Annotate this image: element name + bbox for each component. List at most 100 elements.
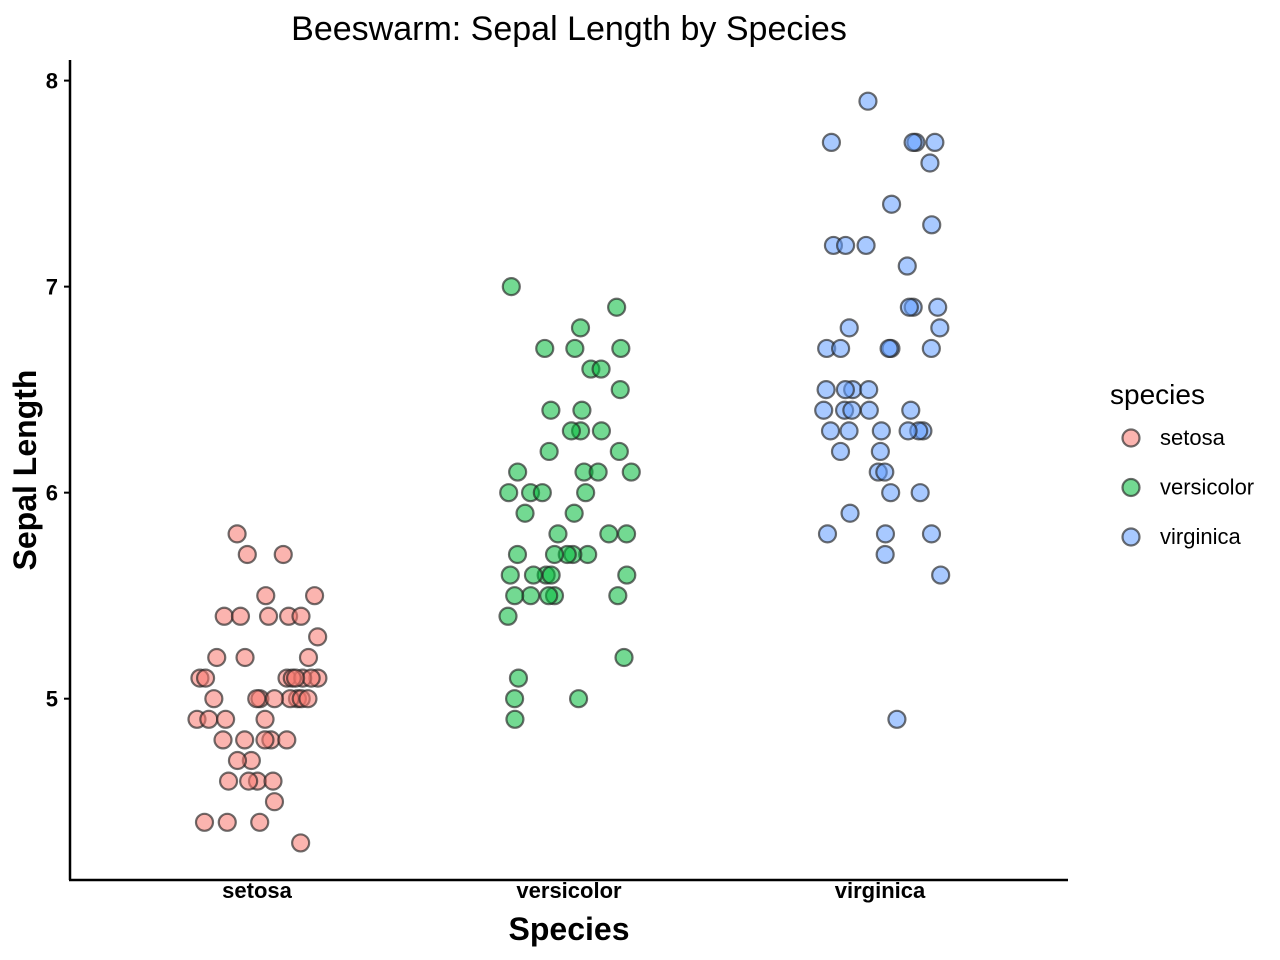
data-point-virginica [887,709,907,729]
data-point-setosa [308,627,328,647]
data-point-virginica [858,91,878,111]
x-ticks: setosa versicolor virginica [222,878,926,903]
data-point-virginica [842,400,862,420]
data-point-virginica [922,215,942,235]
data-point-versicolor [614,647,634,668]
data-point-setosa [291,833,311,853]
data-point-setosa [255,730,275,750]
data-point-virginica [870,441,890,462]
y-tick-label: 7 [46,275,58,300]
data-point-virginica [930,318,950,338]
data-point-versicolor [599,524,619,544]
data-point-virginica [928,297,948,317]
data-point-virginica [817,524,838,544]
data-point-versicolor [535,338,555,359]
data-point-virginica [816,380,836,400]
y-tick-label: 5 [46,687,58,712]
legend-title: species [1110,379,1205,410]
data-point-virginica [871,421,891,441]
data-point-versicolor [539,586,559,606]
data-point-setosa [195,668,216,688]
data-point-virginica [835,380,856,400]
data-point-virginica [859,400,879,420]
x-tick-label-setosa: setosa [222,878,292,903]
data-point-virginica [881,483,901,503]
data-point-versicolor [508,668,529,688]
data-point-virginica [903,132,923,153]
data-point-versicolor [608,586,628,606]
data-point-setosa [204,689,224,709]
data-point-setosa [207,647,227,668]
data-point-versicolor [505,709,525,729]
legend-label-versicolor: versicolor [1160,475,1254,500]
data-point-setosa [230,606,251,626]
data-point-virginica [821,132,842,153]
data-point-versicolor [607,297,627,317]
data-point-virginica [830,441,851,462]
legend: species setosa versicolor virginica [1110,379,1254,549]
data-point-setosa [227,524,247,544]
data-point-versicolor [515,503,535,523]
data-point-virginica [901,400,921,420]
data-point-setosa [227,750,248,771]
data-point-versicolor [539,441,559,462]
data-point-virginica [839,318,859,338]
data-point-setosa [218,771,239,791]
data-point-setosa [258,606,279,626]
data-point-versicolor [570,318,591,338]
data-point-setosa [301,668,321,688]
data-point-versicolor [541,400,561,420]
data-point-versicolor [501,277,521,297]
data-point-versicolor [609,441,629,462]
legend-key-virginica [1121,527,1141,547]
data-point-versicolor [591,421,612,441]
data-point-versicolor [572,400,592,420]
data-point-setosa [298,647,319,668]
data-point-virginica [921,338,941,359]
data-point-versicolor [591,359,611,379]
data-point-setosa [263,771,283,791]
data-point-setosa [194,812,215,832]
data-point-versicolor [568,689,589,709]
data-point-virginica [820,421,841,441]
legend-key-versicolor [1121,477,1141,498]
data-point-virginica [839,421,859,441]
data-point-setosa [250,812,270,832]
data-point-setosa [298,689,318,709]
data-point-virginica [881,194,902,214]
data-point-versicolor [565,338,585,359]
x-axis-title: Species [509,911,630,947]
data-point-setosa [304,586,325,606]
y-tick-label: 8 [46,69,58,94]
data-point-versicolor [521,586,541,606]
data-point-virginica [831,338,851,359]
data-point-versicolor [610,380,630,400]
data-point-virginica [920,153,940,173]
data-point-versicolor [508,462,528,482]
y-ticks: 5 6 7 8 [46,69,70,712]
data-point-setosa [214,606,234,626]
data-point-setosa [285,668,306,688]
data-point-virginica [898,421,918,441]
y-tick-label: 6 [46,481,58,506]
legend-items: setosa versicolor virginica [1121,425,1254,549]
data-point-versicolor [548,524,568,544]
data-point-setosa [264,792,285,812]
data-point-versicolor [541,565,561,585]
data-point-versicolor [564,503,584,523]
chart-title: Beeswarm: Sepal Length by Species [291,10,847,48]
data-point-setosa [291,606,311,626]
data-point-setosa [277,730,297,750]
y-axis-title: Sepal Length [7,370,43,571]
data-point-virginica [856,235,876,256]
data-point-setosa [199,709,219,729]
data-point-virginica [875,462,895,482]
data-point-versicolor [500,565,520,585]
data-point-virginica [879,338,899,359]
data-point-setosa [273,544,293,565]
data-point-virginica [899,297,919,317]
points-layer [187,91,951,853]
data-point-setosa [255,709,275,729]
data-point-virginica [814,400,834,420]
